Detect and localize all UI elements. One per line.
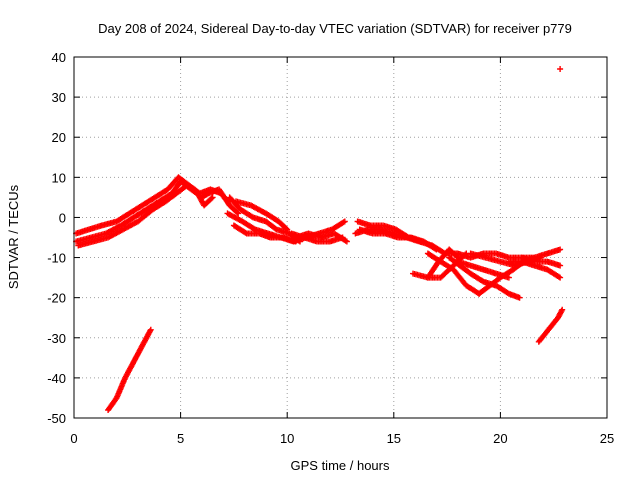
x-tick-label: 5	[177, 431, 184, 446]
y-tick-label: 20	[52, 130, 66, 145]
data-point	[557, 246, 564, 253]
x-tick-label: 10	[280, 431, 294, 446]
data-point	[559, 306, 566, 313]
data-point	[283, 225, 290, 232]
data-point	[557, 66, 564, 72]
y-axis-title: SDTVAR / TECUs	[6, 184, 21, 289]
x-tick-label: 20	[493, 431, 507, 446]
y-tick-label: -20	[47, 291, 66, 306]
data-point	[234, 209, 241, 216]
data-point	[341, 218, 348, 225]
data-point	[462, 251, 469, 258]
y-tick-label: 0	[59, 210, 66, 225]
plot-frame	[73, 56, 608, 419]
y-tick-label: -10	[47, 251, 66, 266]
x-tick-label: 25	[600, 431, 614, 446]
data-point	[284, 226, 291, 233]
data-point	[235, 210, 242, 217]
x-tick-label: 15	[387, 431, 401, 446]
x-tick-label: 0	[70, 431, 77, 446]
data-layer	[73, 66, 566, 413]
data-point	[516, 294, 523, 301]
y-tick-label: 30	[52, 90, 66, 105]
axis-ticks: 0 5 10 15 20 25 -50 -40 -30 -20 -10 0 10 20 30 40	[47, 50, 614, 446]
data-point	[208, 195, 215, 202]
y-tick-label: -50	[47, 411, 66, 426]
data-point	[557, 274, 564, 281]
x-axis-title: GPS time / hours	[291, 458, 390, 473]
data-point	[433, 246, 440, 253]
chart-title: Day 208 of 2024, Sidereal Day-to-day VTE…	[98, 21, 572, 36]
y-tick-label: -30	[47, 331, 66, 346]
data-point	[343, 238, 350, 245]
data-point	[432, 245, 439, 252]
y-tick-label: -40	[47, 371, 66, 386]
data-point	[453, 253, 460, 260]
y-tick-label: 10	[52, 170, 66, 185]
data-point	[505, 274, 512, 281]
y-tick-label: 40	[52, 50, 66, 65]
data-point	[147, 326, 154, 333]
data-point	[557, 262, 564, 269]
data-point	[209, 194, 216, 201]
